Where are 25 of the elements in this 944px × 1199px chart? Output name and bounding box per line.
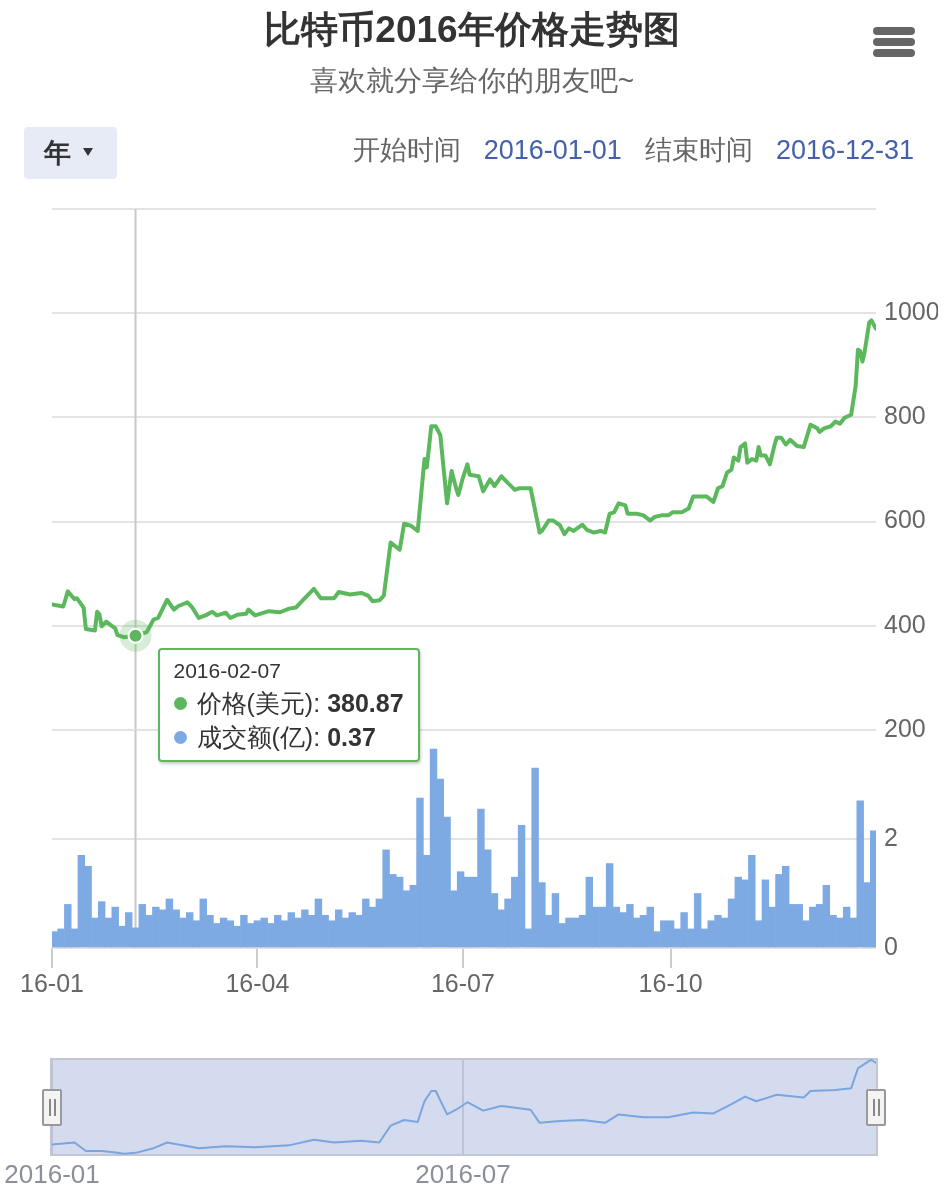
text: 2016-12-31: [775, 134, 914, 167]
annotation: 0.37: [327, 722, 376, 751]
y-tick-label: 0: [884, 931, 898, 960]
x-tick-label: 2016-01: [4, 1158, 100, 1189]
chart-subtitle: 喜欢就分享给你的朋友吧~: [308, 64, 636, 98]
period-dropdown[interactable]: 年: [24, 127, 117, 179]
x-tick-label: 16-07: [430, 968, 495, 997]
y-tick-label: 1000: [884, 297, 940, 326]
chart-title: 比特币2016年价格走势图: [263, 8, 681, 52]
y-tick-label: 2: [884, 822, 898, 851]
text: 开始时间: [352, 134, 461, 167]
text: 2016-01-01: [483, 134, 622, 167]
x-tick-label: 16-10: [638, 968, 703, 997]
y-tick-label: 600: [884, 505, 926, 534]
y-tick-label: 400: [884, 609, 926, 638]
legend-label: 价格(美元):: [196, 688, 321, 717]
x-tick-label: 16-04: [225, 968, 290, 997]
annotation: 380.87: [327, 688, 404, 717]
y-tick-label: 800: [884, 401, 926, 430]
text: 结束时间: [644, 134, 753, 167]
y-tick-label: 200: [884, 713, 926, 742]
legend-label: 成交额(亿):: [196, 722, 321, 751]
x-tick-label: 2016-07: [415, 1158, 511, 1189]
annotation: 2016-02-07: [173, 657, 282, 684]
x-tick-label: 16-01: [20, 968, 84, 997]
